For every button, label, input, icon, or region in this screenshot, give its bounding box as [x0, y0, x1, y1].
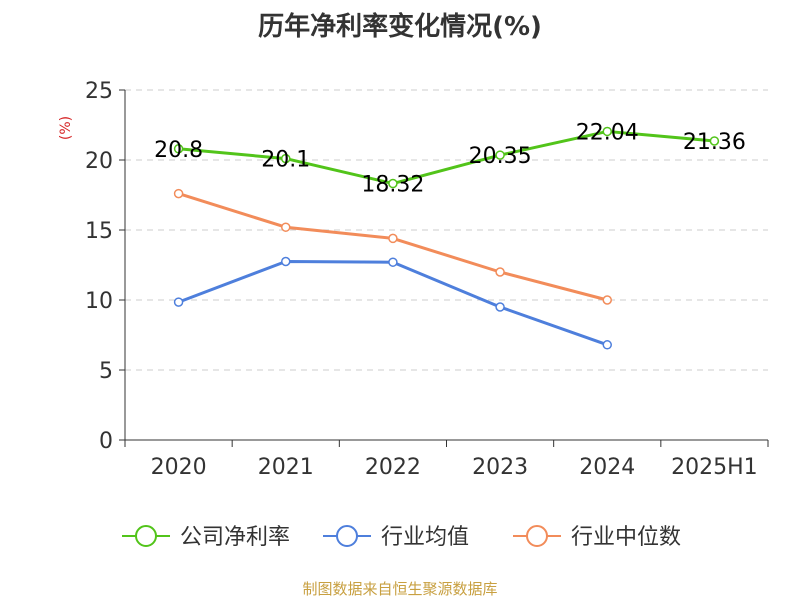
- x-tick-label: 2021: [258, 455, 314, 480]
- legend-marker: [135, 525, 157, 547]
- data-point: [173, 297, 184, 307]
- x-tick-label: 2023: [472, 455, 528, 480]
- source-note: 制图数据来自恒生聚源数据库: [302, 580, 498, 598]
- data-label: 21.36: [683, 130, 746, 155]
- legend-label: 行业均值: [381, 525, 469, 550]
- y-tick-label: 5: [99, 359, 113, 384]
- data-point: [495, 302, 505, 312]
- data-point: [281, 222, 291, 232]
- x-tick-label: 2020: [151, 455, 207, 480]
- data-point: [602, 295, 612, 305]
- data-point: [173, 188, 184, 199]
- series-line-2: [178, 192, 608, 302]
- data-label: 22.04: [576, 120, 639, 145]
- data-point: [388, 233, 398, 244]
- data-label: 18.32: [361, 173, 424, 198]
- data-point: [602, 126, 612, 137]
- x-tick-label: 2025H1: [671, 455, 758, 480]
- legend-label: 公司净利率: [180, 525, 290, 550]
- data-label: 20.8: [154, 138, 203, 163]
- data-label: 20.35: [469, 144, 532, 169]
- y-tick-label: 15: [85, 219, 113, 244]
- x-tick-label: 2024: [579, 455, 635, 480]
- data-point: [709, 136, 720, 146]
- data-point: [173, 144, 184, 154]
- y-axis-label: (%): [58, 116, 74, 140]
- y-tick-label: 10: [85, 289, 113, 314]
- data-point: [281, 256, 291, 267]
- legend-label: 行业中位数: [571, 525, 681, 550]
- data-point: [495, 150, 505, 160]
- y-tick-label: 20: [85, 149, 113, 174]
- chart-title: 历年净利率变化情况(%): [258, 12, 542, 42]
- data-point: [388, 257, 398, 267]
- y-tick-label: 25: [85, 79, 113, 104]
- series-line-1: [178, 260, 608, 347]
- data-label: 20.1: [261, 148, 310, 173]
- y-tick-label: 0: [99, 429, 113, 454]
- x-tick-label: 2022: [365, 455, 421, 480]
- data-point: [495, 267, 505, 277]
- legend-marker: [336, 525, 358, 547]
- data-point: [281, 153, 291, 164]
- legend-marker: [526, 525, 548, 547]
- data-point: [602, 340, 612, 350]
- data-point: [388, 178, 398, 189]
- series-line-0: [178, 129, 715, 186]
